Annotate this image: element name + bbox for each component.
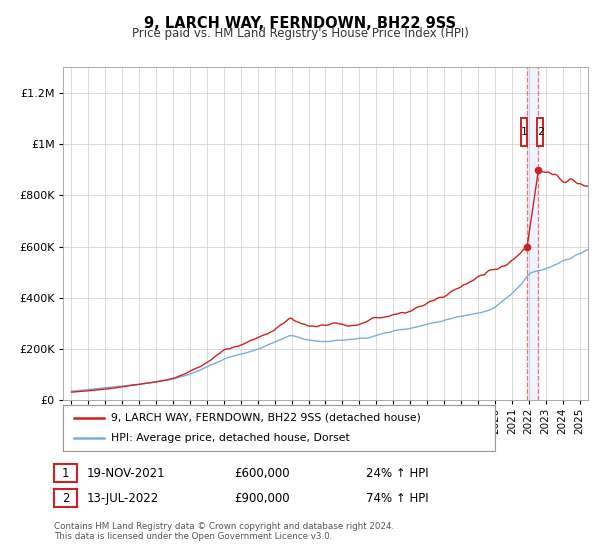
Text: 74% ↑ HPI: 74% ↑ HPI — [366, 492, 428, 505]
Text: This data is licensed under the Open Government Licence v3.0.: This data is licensed under the Open Gov… — [54, 532, 332, 541]
Text: 9, LARCH WAY, FERNDOWN, BH22 9SS (detached house): 9, LARCH WAY, FERNDOWN, BH22 9SS (detach… — [110, 413, 421, 423]
Text: 1: 1 — [521, 127, 527, 137]
Text: 13-JUL-2022: 13-JUL-2022 — [87, 492, 159, 505]
Text: Contains HM Land Registry data © Crown copyright and database right 2024.: Contains HM Land Registry data © Crown c… — [54, 522, 394, 531]
Bar — [527, 67, 538, 400]
Text: £600,000: £600,000 — [234, 466, 290, 480]
Text: HPI: Average price, detached house, Dorset: HPI: Average price, detached house, Dors… — [110, 433, 349, 443]
Text: 2: 2 — [537, 127, 544, 137]
Text: 9, LARCH WAY, FERNDOWN, BH22 9SS: 9, LARCH WAY, FERNDOWN, BH22 9SS — [144, 16, 456, 31]
Text: 2: 2 — [62, 492, 69, 505]
Text: £900,000: £900,000 — [234, 492, 290, 505]
Text: 1: 1 — [62, 466, 69, 480]
Text: 19-NOV-2021: 19-NOV-2021 — [87, 466, 166, 480]
Text: Price paid vs. HM Land Registry's House Price Index (HPI): Price paid vs. HM Land Registry's House … — [131, 27, 469, 40]
Bar — [537, 118, 544, 146]
Text: 24% ↑ HPI: 24% ↑ HPI — [366, 466, 428, 480]
Bar — [521, 118, 527, 146]
